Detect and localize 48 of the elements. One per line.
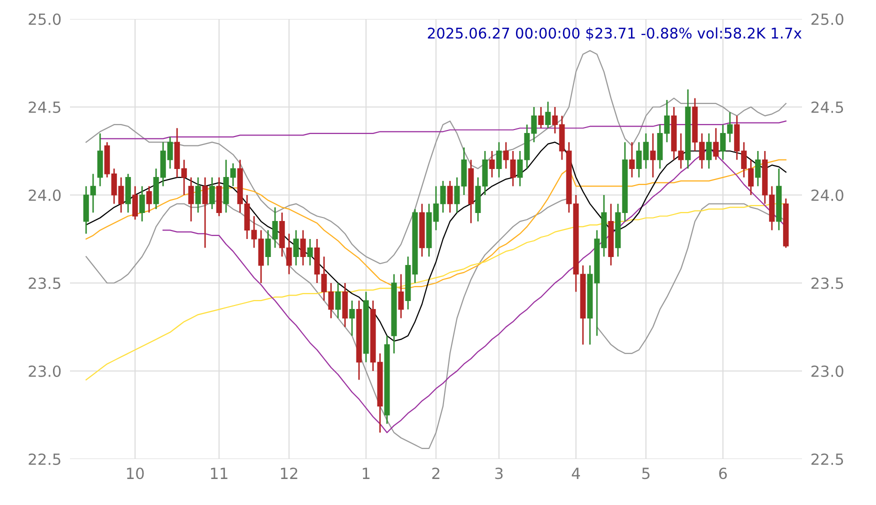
y-tick-label: 24.5: [28, 101, 60, 114]
y2-tick-label: 22.5: [811, 453, 844, 466]
y2-tick-label: 25.0: [811, 13, 844, 26]
candlestick: [706, 132, 712, 170]
line-series: [86, 203, 786, 380]
x-tick-label: 12: [281, 468, 298, 479]
candlestick: [307, 238, 313, 266]
x-tick-label: 3: [495, 468, 503, 480]
y2-tick-label: 23.0: [811, 365, 844, 378]
candlestick: [195, 176, 201, 214]
y2-tick-label: 24.0: [811, 189, 844, 202]
y-tick-label: 24.0: [28, 189, 61, 202]
x-tick-label: 6: [719, 468, 727, 480]
candlestick: [496, 142, 502, 178]
candlestick: [349, 300, 355, 336]
y-tick-label: 23.5: [28, 277, 60, 290]
candlestick: [650, 132, 656, 178]
text: 2025.06.27 00:00:00 $23.71 -0.88% vol:58.2K 1.7x: [428, 27, 802, 41]
x-tick-label: 4: [572, 468, 580, 479]
candlestick: [209, 176, 215, 210]
candlestick: [545, 101, 551, 129]
x-tick-label: 11: [211, 468, 228, 479]
x-tick-label: 1: [362, 468, 370, 479]
candlestick: [300, 230, 306, 266]
candlestick: [489, 150, 495, 178]
candlestick: [293, 230, 299, 266]
candlestick: [538, 106, 544, 129]
candlestick: [335, 282, 341, 319]
candlestick: [398, 274, 404, 319]
candlestick: [202, 176, 208, 248]
x-tick-label: 5: [642, 468, 650, 480]
candlestick: [447, 180, 453, 214]
x-tick-label: 2: [432, 468, 440, 479]
line-series: [86, 159, 786, 289]
candlestick: [629, 142, 635, 178]
y-tick-label: 23.0: [28, 365, 61, 378]
line-series: [86, 50, 786, 264]
y2-tick-label: 23.5: [811, 277, 844, 290]
candlestick: [188, 176, 194, 222]
candlestick: [132, 186, 138, 220]
y-tick-label: 25.0: [28, 13, 61, 26]
candlestick: [755, 150, 761, 187]
y-tick-label: 22.5: [28, 453, 60, 466]
candlestick: [713, 127, 719, 160]
x-tick-label: 10: [127, 468, 144, 480]
candlestick: [139, 186, 145, 222]
y2-tick-label: 24.5: [811, 101, 844, 114]
candlestick: [146, 186, 152, 214]
